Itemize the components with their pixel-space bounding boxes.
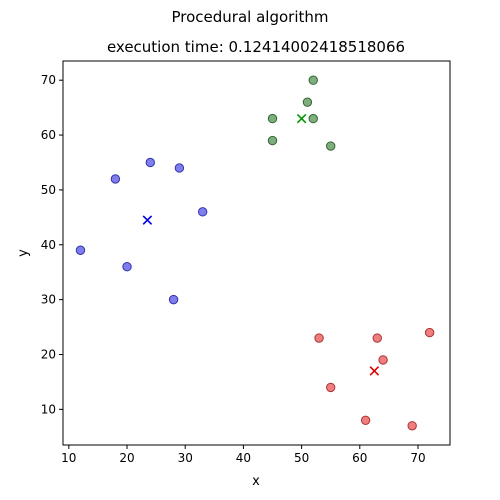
chart-title: execution time: 0.12414002418518066 (107, 38, 405, 56)
x-tick-label: 60 (352, 451, 367, 465)
data-point (145, 157, 155, 168)
centroid-marker-stroke (296, 113, 307, 124)
y-tick-label: 10 (41, 402, 56, 416)
x-tick-label: 10 (61, 451, 76, 465)
axes-frame (62, 60, 451, 446)
plot-area: 10 20 30 40 50 60 70 10 20 30 40 50 60 70 (41, 60, 451, 465)
centroid-marker (296, 113, 307, 124)
data-point (372, 333, 382, 343)
data-point (267, 135, 278, 146)
x-axis-label: x (252, 474, 260, 489)
data-point (314, 333, 324, 343)
data-point (267, 113, 278, 124)
y-tick-label: 60 (41, 128, 56, 142)
y-axis-label: y (16, 249, 31, 257)
y-tick-label: 40 (41, 238, 56, 252)
data-point (75, 245, 86, 255)
centroid-marker-stroke (142, 215, 153, 225)
x-tick-label: 40 (236, 451, 251, 465)
y-tick-label: 20 (41, 347, 56, 361)
data-point (407, 421, 417, 431)
data-point (360, 415, 371, 426)
y-tick-label: 70 (41, 73, 56, 87)
centroid-marker-stroke (369, 366, 380, 376)
data-point (325, 141, 336, 151)
data-point (174, 163, 185, 173)
data-point (122, 262, 132, 272)
data-point (424, 327, 435, 338)
data-point (197, 207, 208, 217)
y-tick-label: 50 (41, 183, 56, 197)
data-point (378, 355, 388, 365)
centroid-marker (142, 215, 153, 225)
data-point (325, 382, 336, 393)
x-tick-label: 20 (119, 451, 134, 465)
data-point (308, 113, 318, 124)
x-tick-label: 50 (294, 451, 309, 465)
data-point (168, 294, 179, 305)
figure-suptitle: Procedural algorithm (172, 8, 329, 26)
centroid-marker (369, 366, 380, 376)
data-point (308, 75, 318, 85)
data-point (302, 97, 313, 107)
x-tick-label: 70 (410, 451, 425, 465)
y-tick-label: 30 (41, 293, 56, 307)
x-tick-label: 30 (178, 451, 193, 465)
data-point (110, 174, 121, 184)
